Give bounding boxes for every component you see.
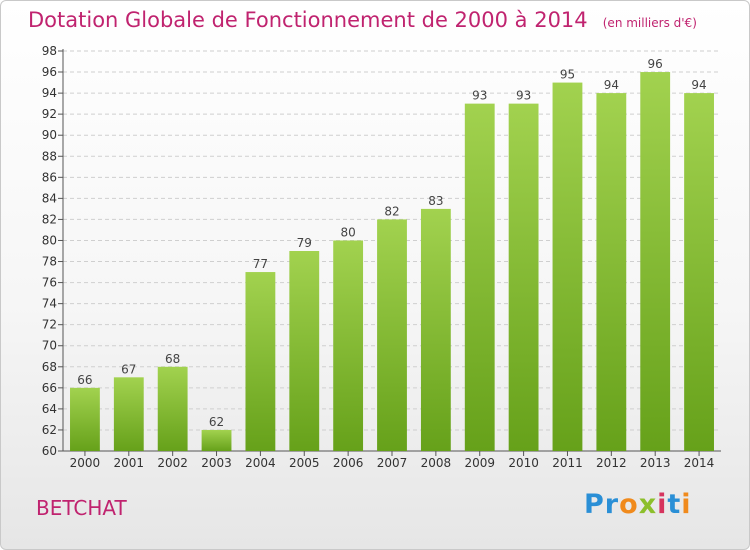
y-tick-label: 86 [42,170,57,184]
bar-value-label: 94 [604,78,619,92]
x-tick-label: 2004 [245,456,276,470]
y-tick-label: 94 [42,86,57,100]
x-tick-label: 2008 [421,456,452,470]
chart-title: Dotation Globale de Fonctionnement de 20… [28,8,588,32]
y-tick-label: 82 [42,212,57,226]
bar-value-label: 96 [648,57,663,71]
bar [464,103,495,451]
y-tick-label: 78 [42,255,57,269]
x-tick-label: 2009 [464,456,495,470]
chart-title-block: Dotation Globale de Fonctionnement de 20… [28,8,697,32]
x-tick-label: 2012 [596,456,627,470]
bar-value-label: 93 [472,89,487,103]
logo-letter: o [619,489,639,520]
proxiti-logo: Proxiti [584,489,692,520]
y-tick-label: 76 [42,276,57,290]
y-tick-label: 72 [42,318,57,332]
bar [245,272,276,451]
x-tick-label: 2000 [70,456,101,470]
x-tick-label: 2007 [377,456,408,470]
x-tick-label: 2010 [508,456,539,470]
bar [508,103,539,451]
commune-name: BETCHAT [36,496,127,520]
logo-letter: i [657,489,668,520]
logo-letter: i [681,489,692,520]
x-tick-label: 2001 [114,456,145,470]
x-tick-label: 2002 [157,456,188,470]
x-tick-label: 2013 [640,456,671,470]
logo-letter: t [667,489,682,520]
y-tick-label: 96 [42,65,57,79]
bar-value-label: 67 [121,362,136,376]
y-tick-label: 60 [42,444,57,458]
x-tick-label: 2006 [333,456,364,470]
y-tick-label: 90 [42,128,57,142]
data-labels: 66 67 68 62 77 79 80 82 83 93 93 95 94 96 94 [77,57,706,429]
bar [201,429,232,451]
bar-value-label: 62 [209,415,224,429]
y-tick-label: 68 [42,360,57,374]
bar [289,251,320,451]
bar [552,82,583,451]
bar [333,240,364,451]
logo-letter: x [638,489,658,520]
bar-value-label: 68 [165,352,180,366]
bars [70,72,714,452]
bar-value-label: 95 [560,68,575,82]
bar-value-label: 94 [691,78,706,92]
chart-unit: (en milliers d'€) [602,16,697,30]
bar-value-label: 66 [77,373,92,387]
bar-value-label: 83 [428,194,443,208]
bar [157,366,188,451]
x-tick-label: 2014 [684,456,715,470]
y-tick-label: 80 [42,233,57,247]
bar [420,208,451,451]
bar [684,93,714,452]
bar-value-label: 82 [384,204,399,218]
bar [70,387,100,451]
bar [377,219,407,451]
x-tick-label: 2011 [552,456,583,470]
bar [596,93,627,452]
y-tick-label: 98 [42,44,57,58]
y-tick-label: 64 [42,402,57,416]
y-tick-label: 62 [42,423,57,437]
bar [113,377,144,451]
x-tick-label: 2005 [289,456,320,470]
y-tick-label: 88 [42,149,57,163]
bar-value-label: 77 [253,257,268,271]
y-tick-label: 84 [42,191,57,205]
bar-value-label: 93 [516,89,531,103]
y-tick-label: 66 [42,381,57,395]
y-tick-label: 92 [42,107,57,121]
bar [640,72,671,451]
bar-value-label: 79 [297,236,312,250]
y-tick-label: 70 [42,339,57,353]
x-tick-label: 2003 [201,456,232,470]
y-tick-label: 74 [42,297,57,311]
bar-value-label: 80 [340,225,355,239]
logo-letter: P [584,489,605,520]
logo-letter: r [604,489,620,520]
